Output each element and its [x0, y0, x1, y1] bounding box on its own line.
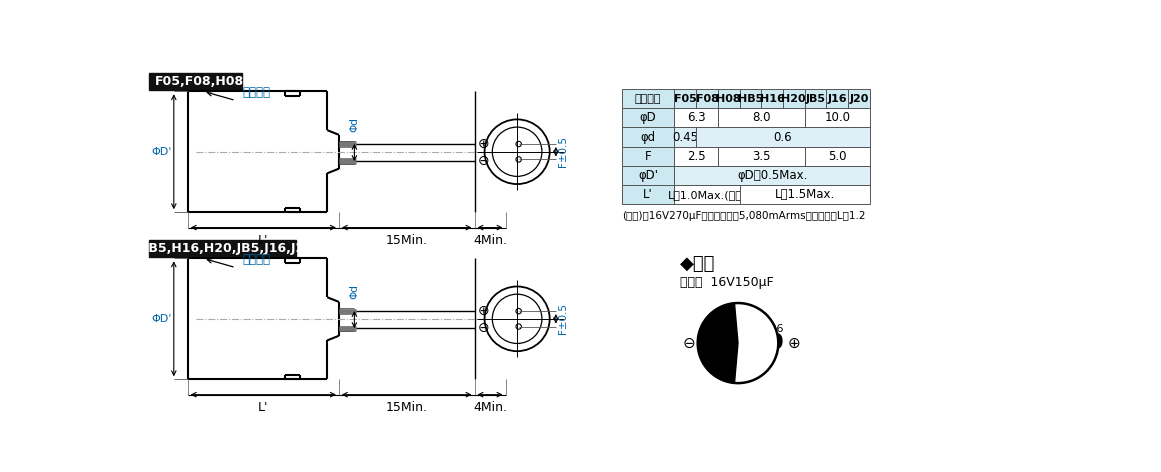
Text: 16: 16: [741, 349, 763, 368]
FancyBboxPatch shape: [697, 127, 870, 147]
FancyBboxPatch shape: [622, 147, 675, 166]
Text: 6.3: 6.3: [687, 111, 706, 124]
FancyBboxPatch shape: [675, 147, 717, 166]
Text: F±0.5: F±0.5: [558, 136, 568, 167]
Text: JB5: JB5: [806, 93, 825, 104]
Text: 150: 150: [741, 333, 784, 353]
Wedge shape: [698, 303, 738, 383]
FancyBboxPatch shape: [622, 108, 675, 127]
FancyBboxPatch shape: [149, 73, 241, 90]
Text: L＋1.5Max.: L＋1.5Max.: [774, 188, 835, 202]
Text: ⊕: ⊕: [478, 304, 490, 318]
Text: H16: H16: [759, 93, 785, 104]
FancyBboxPatch shape: [740, 185, 870, 204]
FancyBboxPatch shape: [675, 89, 697, 108]
Text: F08: F08: [695, 93, 719, 104]
Text: (注１)　16V270μF额定纹波电浑5,080mArms的规定品为L＋1.2: (注１) 16V270μF额定纹波电浑5,080mArms的规定品为L＋1.2: [622, 211, 865, 220]
Text: 2.5: 2.5: [687, 150, 706, 163]
Text: G: G: [743, 320, 759, 339]
FancyBboxPatch shape: [805, 108, 870, 127]
FancyBboxPatch shape: [717, 89, 740, 108]
Text: φD': φD': [639, 169, 658, 182]
FancyBboxPatch shape: [805, 89, 827, 108]
Text: 标示例  16V150μF: 标示例 16V150μF: [680, 276, 773, 289]
FancyBboxPatch shape: [622, 185, 675, 204]
Text: φD＋0.5Max.: φD＋0.5Max.: [737, 169, 807, 182]
FancyBboxPatch shape: [783, 89, 805, 108]
Text: 8.0: 8.0: [752, 111, 771, 124]
Text: v: v: [757, 354, 764, 365]
Text: ⊖: ⊖: [478, 154, 490, 168]
Text: φd: φd: [641, 131, 656, 143]
Text: H20: H20: [781, 93, 806, 104]
FancyBboxPatch shape: [805, 147, 870, 166]
Text: F05,F08,H08: F05,F08,H08: [154, 75, 244, 88]
Text: L': L': [258, 401, 268, 414]
Text: Φd: Φd: [349, 117, 360, 132]
Text: HB5: HB5: [737, 93, 763, 104]
Text: F: F: [644, 150, 651, 163]
Text: Φd: Φd: [349, 284, 360, 299]
FancyBboxPatch shape: [740, 89, 762, 108]
FancyBboxPatch shape: [622, 127, 675, 147]
Text: 10.0: 10.0: [824, 111, 850, 124]
Text: HB5,H16,H20,JB5,J16,J20: HB5,H16,H20,JB5,J16,J20: [139, 242, 313, 255]
Text: ΦD': ΦD': [152, 147, 172, 157]
Text: J16: J16: [828, 93, 848, 104]
FancyBboxPatch shape: [848, 89, 870, 108]
FancyBboxPatch shape: [675, 127, 697, 147]
FancyBboxPatch shape: [827, 89, 848, 108]
Text: F05: F05: [673, 93, 697, 104]
Text: L＋1.0Max.(注１): L＋1.0Max.(注１): [668, 190, 747, 200]
Text: 0.45: 0.45: [672, 131, 698, 143]
Text: 涂层外壳: 涂层外壳: [241, 253, 271, 266]
Text: 4Min.: 4Min.: [473, 401, 507, 414]
Text: 6D6: 6D6: [762, 324, 784, 334]
Text: J20: J20: [849, 93, 868, 104]
FancyBboxPatch shape: [622, 89, 675, 108]
Text: ΦD': ΦD': [152, 314, 172, 324]
FancyBboxPatch shape: [675, 108, 717, 127]
Text: 5.0: 5.0: [828, 150, 846, 163]
Text: H08: H08: [716, 93, 741, 104]
FancyBboxPatch shape: [675, 166, 870, 185]
FancyBboxPatch shape: [149, 240, 296, 257]
FancyBboxPatch shape: [717, 147, 805, 166]
Text: φD: φD: [640, 111, 656, 124]
Text: F±0.5: F±0.5: [558, 303, 568, 334]
FancyBboxPatch shape: [717, 108, 805, 127]
Text: 尺寸代码: 尺寸代码: [635, 93, 662, 104]
FancyBboxPatch shape: [675, 185, 740, 204]
Text: 涂层外壳: 涂层外壳: [241, 86, 271, 99]
Text: 15Min.: 15Min.: [385, 401, 427, 414]
Text: ⊖: ⊖: [478, 321, 490, 335]
Text: L': L': [643, 188, 652, 202]
Text: 15Min.: 15Min.: [385, 234, 427, 247]
Text: ⊖: ⊖: [683, 336, 695, 351]
FancyBboxPatch shape: [622, 166, 675, 185]
Text: ⊕: ⊕: [787, 336, 800, 351]
FancyBboxPatch shape: [697, 89, 717, 108]
Text: L': L': [258, 234, 268, 247]
Text: 0.6: 0.6: [773, 131, 792, 143]
Text: 4Min.: 4Min.: [473, 234, 507, 247]
Circle shape: [698, 303, 778, 383]
FancyBboxPatch shape: [762, 89, 783, 108]
Text: 3.5: 3.5: [752, 150, 771, 163]
Text: ◆标示: ◆标示: [680, 254, 715, 272]
Text: ⊕: ⊕: [478, 137, 490, 151]
